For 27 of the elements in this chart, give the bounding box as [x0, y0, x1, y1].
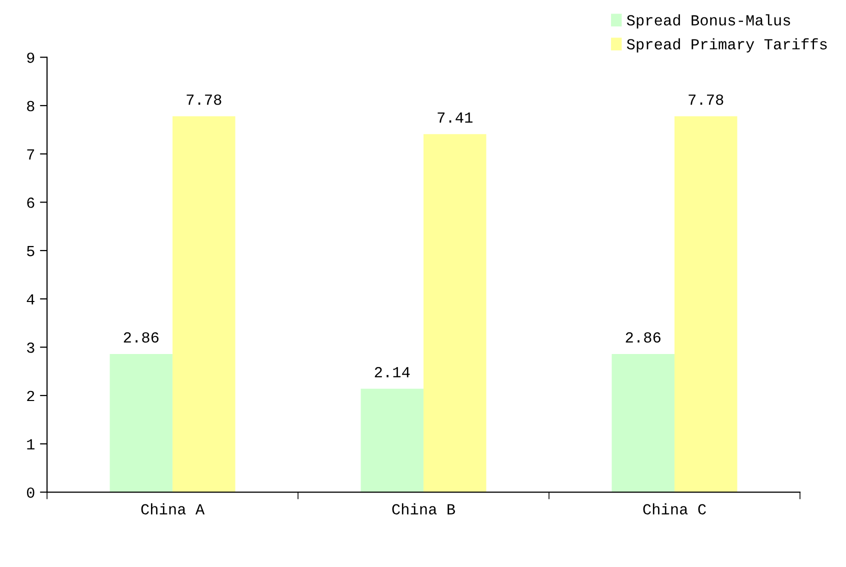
legend-label: Spread Bonus-Malus: [626, 14, 790, 29]
y-tick-label: 9: [27, 52, 34, 63]
y-tick-label: 0: [26, 487, 34, 498]
y-tick-label: 3: [27, 342, 34, 353]
bar: [424, 134, 486, 492]
data-label: 2.86: [626, 332, 660, 343]
y-tick-label: 7: [27, 149, 34, 160]
x-tick-label: China A: [141, 503, 205, 514]
data-label: 7.41: [438, 112, 472, 123]
legend-label: Spread Primary Tariffs: [626, 38, 827, 52]
y-tick-label: 2: [27, 390, 34, 402]
x-tick-label: China B: [392, 503, 456, 514]
bar: [172, 116, 236, 492]
y-tick-label: 6: [27, 198, 34, 208]
y-tick-label: 5: [27, 246, 34, 256]
bar: [110, 354, 173, 492]
y-tick-label: 8: [27, 100, 34, 112]
data-label: 2.86: [124, 332, 158, 343]
data-label: 7.78: [186, 94, 222, 105]
bar: [612, 354, 674, 492]
data-label: 2.14: [374, 367, 410, 378]
data-label: 7.78: [688, 94, 724, 105]
bar: [674, 116, 738, 492]
y-tick-label: 1: [27, 439, 34, 450]
y-tick-label: 4: [26, 294, 34, 304]
x-tick-label: China C: [643, 503, 706, 514]
bar: [360, 388, 424, 492]
